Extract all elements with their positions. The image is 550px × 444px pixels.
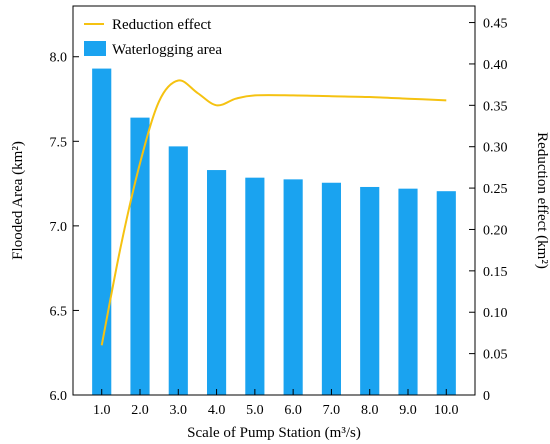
bottom-tick-label: 6.0	[284, 403, 302, 418]
left-tick-label: 7.0	[50, 220, 68, 235]
bottom-tick-label: 9.0	[399, 403, 417, 418]
left-tick-label: 6.0	[50, 389, 68, 404]
right-tick-label: 0.15	[483, 265, 508, 280]
bottom-tick-label: 4.0	[208, 403, 226, 418]
bar-series	[92, 68, 456, 396]
left-tick-label: 7.5	[50, 135, 68, 150]
legend-label-waterlogging-area: Waterlogging area	[112, 42, 222, 58]
left-axis: 6.0 6.5 7.0 7.5 8.0	[50, 51, 79, 404]
bottom-tick-label: 7.0	[323, 403, 341, 418]
bottom-axis: 1.0 2.0 3.0 4.0 5.0 6.0 7.0 8.0 9.0 10.0	[93, 389, 459, 418]
bottom-tick-label: 5.0	[246, 403, 264, 418]
line-reduction-effect	[100, 79, 447, 346]
right-tick-label: 0.45	[483, 17, 508, 32]
line-series	[100, 79, 447, 346]
bar-5.0	[245, 177, 265, 395]
right-tick-label: 0.35	[483, 99, 508, 114]
bar-2.0	[130, 117, 150, 395]
bar-6.0	[283, 179, 303, 395]
right-tick-label: 0.30	[483, 141, 508, 156]
plot-frame	[72, 5, 476, 396]
bar-9.0	[398, 188, 418, 395]
bottom-tick-label: 1.0	[93, 403, 111, 418]
bottom-tick-label: 10.0	[434, 403, 459, 418]
bar-4.0	[207, 170, 227, 395]
bottom-tick-label: 8.0	[361, 403, 379, 418]
right-tick-label: 0.25	[483, 182, 508, 197]
legend: Reduction effect Waterlogging area	[84, 17, 222, 58]
right-axis: 0 0.05 0.10 0.15 0.20 0.25 0.30 0.35 0.40 0.45	[469, 17, 508, 404]
legend-label-reduction-effect: Reduction effect	[112, 17, 212, 33]
left-tick-label: 8.0	[50, 51, 68, 66]
bar-10.0	[436, 191, 456, 395]
right-tick-label: 0.05	[483, 348, 508, 363]
x-axis-title: Scale of Pump Station (m³/s)	[187, 425, 361, 441]
right-tick-label: 0	[483, 389, 490, 404]
legend-swatch-waterlogging-area	[84, 41, 106, 56]
bottom-tick-label: 2.0	[131, 403, 149, 418]
right-tick-label: 0.40	[483, 58, 508, 73]
left-tick-label: 6.5	[50, 304, 68, 319]
bar-1.0	[92, 68, 112, 396]
y-axis-left-title: Flooded Area (km²)	[10, 141, 26, 260]
bottom-tick-label: 3.0	[170, 403, 188, 418]
right-tick-label: 0.20	[483, 223, 508, 238]
bar-7.0	[321, 182, 341, 395]
y-axis-right-title: Reduction effect (km²)	[534, 132, 550, 269]
bar-3.0	[168, 146, 188, 395]
bar-8.0	[360, 186, 380, 395]
right-tick-label: 0.10	[483, 306, 508, 321]
